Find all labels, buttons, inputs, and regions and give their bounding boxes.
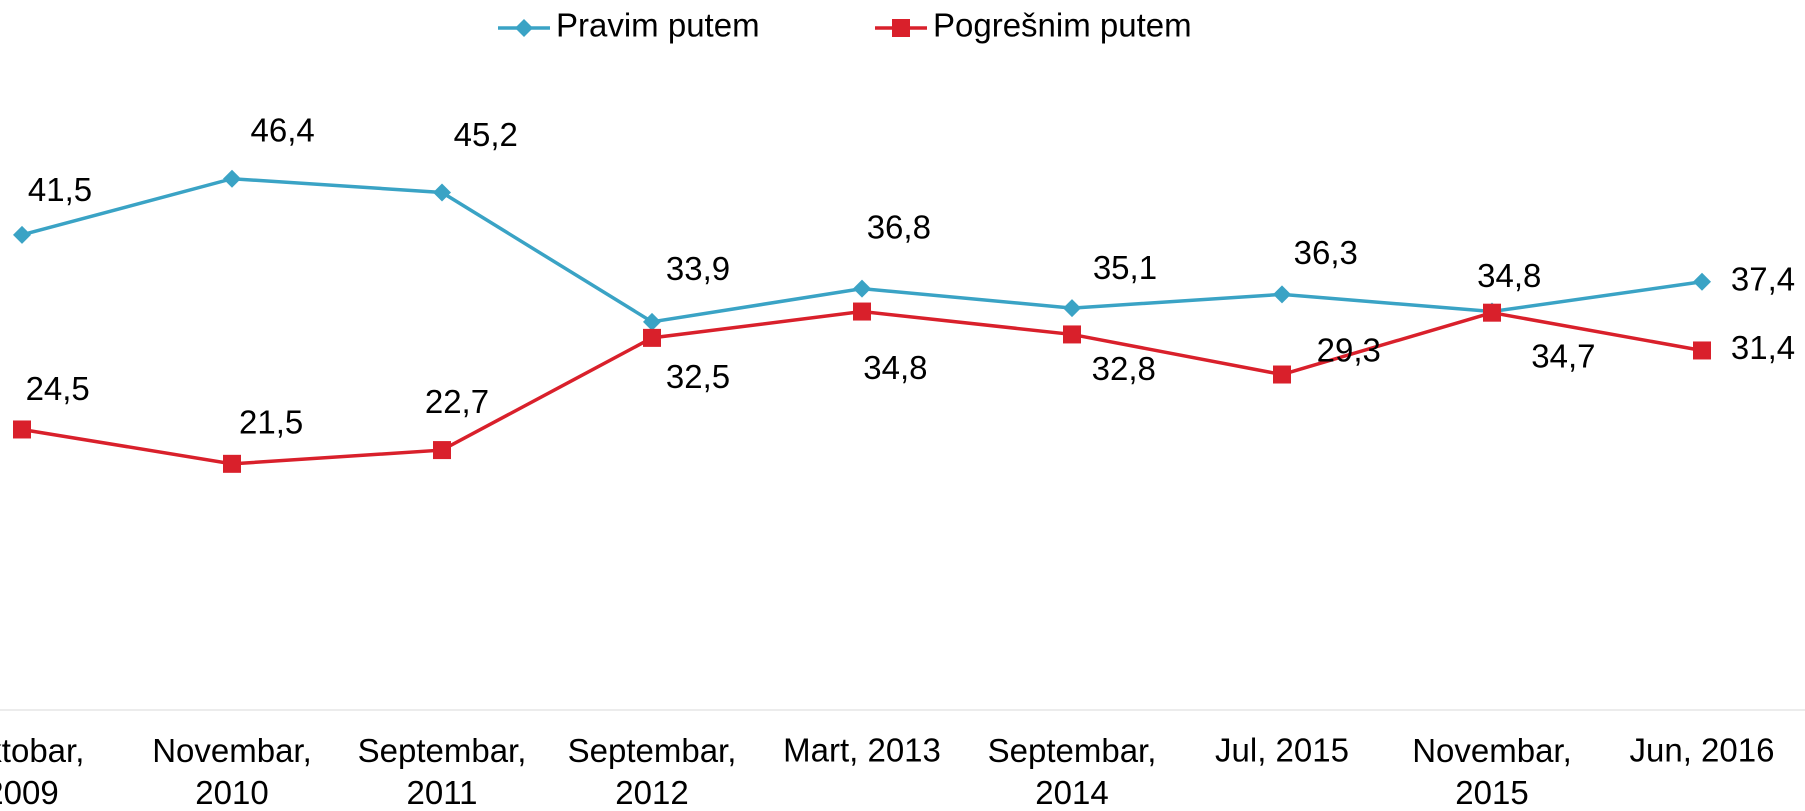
data-label: 32,5	[666, 358, 730, 395]
data-point	[1273, 285, 1291, 304]
data-point	[223, 169, 241, 188]
x-tick-label: Mart, 2013	[783, 732, 941, 769]
x-tick-label: Septembar, 2012	[568, 732, 737, 811]
data-label: 46,4	[251, 111, 315, 148]
data-label: 24,5	[26, 370, 90, 407]
legend-label: Pravim putem	[556, 7, 760, 44]
data-label: 34,8	[863, 349, 927, 386]
legend-marker	[515, 19, 533, 37]
data-label: 33,9	[666, 250, 730, 287]
data-label: 29,3	[1317, 331, 1381, 368]
x-tick-label: Novembar, 2015	[1412, 732, 1572, 811]
data-point	[1273, 365, 1291, 384]
data-label: 31,4	[1731, 329, 1795, 366]
data-label: 34,8	[1477, 257, 1541, 294]
data-point	[223, 454, 241, 473]
data-point	[1693, 341, 1711, 360]
data-label: 37,4	[1731, 260, 1795, 297]
data-point	[1063, 325, 1081, 344]
data-label: 45,2	[454, 116, 518, 153]
x-tick-label: Jun, 2016	[1630, 732, 1775, 769]
x-tick-label: Septembar, 2014	[988, 732, 1157, 811]
x-tick-label: Jul, 2015	[1215, 732, 1349, 769]
x-tick-label: Oktobar,2009	[0, 732, 84, 811]
series-line	[21, 176, 1703, 324]
data-label: 22,7	[425, 383, 489, 420]
data-label: 32,8	[1092, 350, 1156, 387]
x-tick-label: Septembar, 2011	[358, 732, 527, 811]
legend-label: Pogrešnim putem	[933, 7, 1192, 44]
x-tick-label: Novembar, 2010	[152, 732, 312, 811]
data-point	[1693, 272, 1711, 291]
data-label: 21,5	[239, 403, 303, 440]
data-label: 36,3	[1294, 234, 1358, 271]
data-point	[433, 183, 451, 202]
data-point	[13, 225, 31, 244]
data-point	[433, 441, 451, 460]
data-label: 36,8	[867, 209, 931, 246]
data-point	[1483, 303, 1501, 322]
data-point	[1063, 299, 1081, 318]
data-point	[643, 328, 661, 347]
data-label: 41,5	[28, 171, 92, 208]
data-point	[853, 279, 871, 298]
data-label: 34,7	[1531, 337, 1595, 374]
data-point	[643, 312, 661, 331]
data-label: 35,1	[1093, 249, 1157, 286]
series-line	[21, 309, 1703, 466]
data-point	[13, 420, 31, 439]
data-point	[853, 302, 871, 321]
legend-marker	[892, 19, 910, 37]
